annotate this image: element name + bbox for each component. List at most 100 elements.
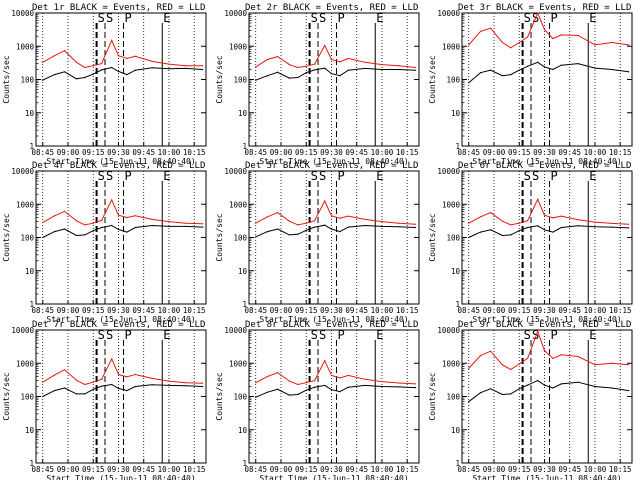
data-point	[305, 389, 307, 391]
data-point	[381, 381, 383, 383]
data-point	[64, 210, 66, 212]
data-point	[305, 65, 307, 67]
data-point	[314, 386, 316, 388]
data-point	[101, 219, 103, 221]
data-point	[202, 226, 204, 228]
data-point	[126, 231, 128, 233]
data-point	[479, 392, 482, 394]
series-line-events	[468, 61, 629, 84]
data-point	[537, 12, 539, 14]
marker-label-s: S	[524, 328, 531, 342]
data-point	[339, 231, 341, 233]
data-point	[364, 61, 366, 63]
data-point	[297, 393, 299, 396]
data-point	[398, 68, 400, 71]
data-point	[537, 225, 539, 227]
data-point	[134, 69, 136, 71]
y-tick-label: 1000	[229, 200, 248, 209]
data-point	[185, 382, 187, 384]
data-point	[92, 65, 94, 67]
x-tick-label: 09:15	[82, 148, 105, 157]
x-tick-label: 09:00	[57, 465, 80, 474]
marker-label-s: S	[532, 169, 539, 183]
data-point	[117, 373, 120, 376]
data-point	[202, 65, 204, 67]
data-point	[168, 384, 170, 387]
data-point	[611, 41, 613, 44]
data-point	[594, 67, 596, 69]
data-point	[415, 66, 417, 69]
data-point	[552, 68, 554, 71]
y-tick-label: 10000	[224, 9, 247, 18]
y-axis-label: Counts/sec	[2, 55, 11, 103]
data-point	[628, 44, 630, 46]
marker-label-p: P	[338, 328, 345, 342]
x-tick-label: 10:00	[371, 306, 394, 315]
data-point	[288, 77, 290, 79]
series-line-lld	[42, 39, 203, 69]
data-point	[501, 41, 503, 44]
data-point	[277, 372, 279, 374]
y-tick-label: 10	[25, 426, 35, 435]
marker-label-e: E	[589, 328, 596, 342]
data-point	[255, 66, 257, 68]
series-line-events	[255, 224, 416, 238]
series-line-lld	[42, 198, 203, 226]
plot-frame	[461, 12, 633, 147]
data-point	[185, 385, 187, 387]
data-point	[202, 385, 204, 388]
x-tick-label: 09:15	[508, 465, 531, 474]
data-point	[111, 199, 113, 201]
data-point	[339, 61, 341, 63]
data-point	[577, 219, 579, 221]
data-point	[330, 58, 333, 61]
x-tick-label: 09:45	[345, 306, 368, 315]
data-point	[134, 373, 136, 376]
x-axis-label: Start Time (15-Jun-11 08:40:40)	[472, 157, 621, 166]
data-point	[92, 381, 94, 383]
y-tick-label: 1000	[16, 359, 35, 368]
data-point	[324, 384, 326, 387]
x-tick-label: 09:00	[270, 148, 293, 157]
data-point	[297, 66, 299, 69]
data-point	[543, 66, 546, 68]
x-axis-label: Start Time (15-Jun-11 08:40:40)	[46, 315, 195, 324]
series-line-lld	[255, 199, 416, 226]
marker-label-p: P	[125, 328, 132, 342]
y-tick-label: 1000	[442, 359, 461, 368]
x-tick-label: 09:45	[558, 465, 581, 474]
data-point	[185, 65, 187, 67]
data-point	[92, 222, 94, 224]
marker-label-e: E	[376, 169, 383, 183]
data-point	[126, 376, 128, 378]
data-point	[479, 231, 482, 233]
data-point	[314, 69, 316, 71]
marker-label-e: E	[589, 169, 596, 183]
data-point	[101, 226, 103, 229]
data-point	[501, 75, 503, 77]
data-point	[518, 69, 520, 71]
data-point	[527, 357, 529, 359]
data-point	[527, 36, 529, 38]
data-point	[339, 377, 341, 379]
data-point	[490, 229, 492, 231]
data-point	[347, 374, 349, 377]
panel-title: Det 2r BLACK = Events, RED = LLD	[245, 3, 418, 13]
data-point	[151, 60, 153, 63]
marker-label-s: S	[319, 328, 326, 342]
series-line-events	[42, 224, 203, 238]
y-tick-label: 1	[242, 459, 247, 468]
marker-label-s: S	[106, 11, 113, 25]
x-tick-label: 08:45	[244, 465, 267, 474]
x-tick-label: 09:30	[107, 148, 130, 157]
data-point	[185, 67, 187, 70]
data-point	[111, 358, 113, 360]
y-axis-label: Counts/sec	[215, 55, 224, 103]
marker-label-s: S	[106, 169, 113, 183]
x-tick-label: 10:15	[396, 465, 419, 474]
data-point	[560, 226, 562, 229]
plot-frame	[248, 170, 420, 305]
